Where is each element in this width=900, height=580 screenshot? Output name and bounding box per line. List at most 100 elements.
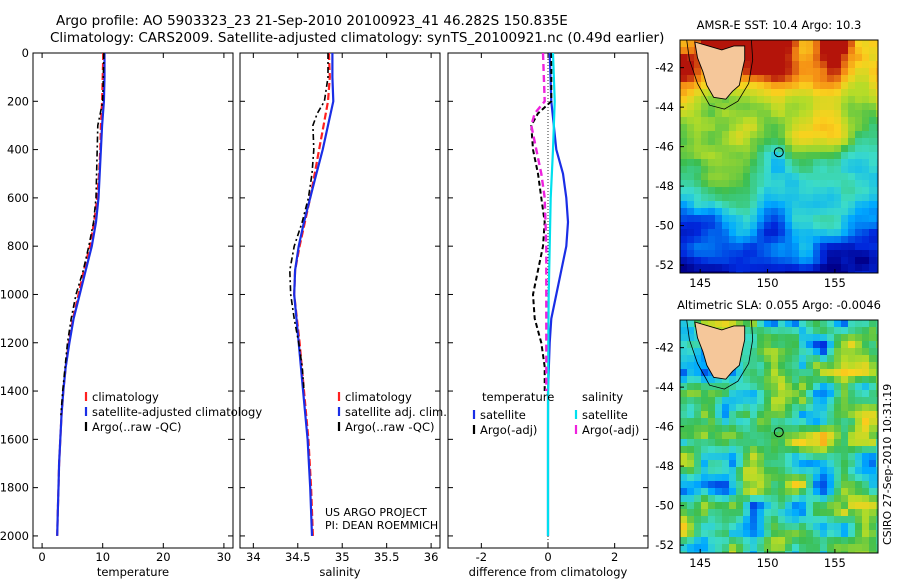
map-cell <box>750 138 758 146</box>
map-cell <box>694 495 702 503</box>
map-cell <box>876 446 879 454</box>
y-tick-label: 200 <box>7 94 29 108</box>
map-cell <box>750 502 758 510</box>
map-cell <box>799 334 807 342</box>
map-cell <box>806 495 814 503</box>
map-cell <box>869 61 877 69</box>
map-cell <box>715 432 723 440</box>
map-cell <box>869 159 877 167</box>
map-cell <box>820 124 828 132</box>
map-cell <box>862 355 870 363</box>
map-cell <box>848 404 856 412</box>
map-cell <box>771 138 779 146</box>
map-y-tick-label: -44 <box>655 380 674 394</box>
map-cell <box>813 376 821 384</box>
map-cell <box>799 446 807 454</box>
map-cell <box>862 369 870 377</box>
map-cell <box>680 82 688 90</box>
map-cell <box>729 467 737 475</box>
map-cell <box>764 348 772 356</box>
map-cell <box>834 411 842 419</box>
map-cell <box>680 418 688 426</box>
map-cell <box>750 180 758 188</box>
map-cell <box>715 180 723 188</box>
map-cell <box>799 215 807 223</box>
map-cell <box>722 138 730 146</box>
map-cell <box>743 418 751 426</box>
map-cell <box>820 544 828 552</box>
map-cell <box>729 229 737 237</box>
map-cell <box>792 145 800 153</box>
map-cell <box>736 194 744 202</box>
map-cell <box>729 131 737 139</box>
map-cell <box>729 404 737 412</box>
map-cell <box>701 446 709 454</box>
map-cell <box>729 509 737 517</box>
map-cell <box>694 404 702 412</box>
map-cell <box>862 222 870 230</box>
map-cell <box>841 47 849 55</box>
map-cell <box>820 362 828 370</box>
map-cell <box>715 460 723 468</box>
map-cell <box>708 474 716 482</box>
map-cell <box>701 320 709 328</box>
map-cell <box>757 334 765 342</box>
map-cell <box>848 131 856 139</box>
map-cell <box>722 502 730 510</box>
map-cell <box>771 145 779 153</box>
map-cell <box>799 467 807 475</box>
map-cell <box>708 152 716 160</box>
map-cell <box>771 432 779 440</box>
series-line <box>530 52 548 391</box>
series-line <box>546 52 556 536</box>
map-cell <box>820 103 828 111</box>
map-cell <box>715 453 723 461</box>
map-cell <box>708 509 716 517</box>
map-cell <box>862 327 870 335</box>
map-cell <box>792 425 800 433</box>
map-cell <box>764 425 772 433</box>
map-cell <box>855 446 863 454</box>
map-cell <box>680 376 688 384</box>
map-cell <box>729 474 737 482</box>
map-cell <box>680 530 688 538</box>
map-cell <box>764 376 772 384</box>
map-cell <box>876 138 879 146</box>
map-cell <box>715 229 723 237</box>
map-cell <box>785 544 793 552</box>
map-cell <box>869 152 877 160</box>
map-cell <box>701 208 709 216</box>
map-cell <box>820 264 828 272</box>
map-cell <box>876 369 879 377</box>
map-cell <box>799 173 807 181</box>
map-cell <box>841 432 849 440</box>
map-cell <box>813 103 821 111</box>
map-cell <box>813 418 821 426</box>
map-cell <box>848 187 856 195</box>
map-cell <box>785 348 793 356</box>
map-cell <box>715 320 723 328</box>
map-cell <box>834 82 842 90</box>
map-cell <box>834 208 842 216</box>
map-cell <box>827 208 835 216</box>
map-cell <box>785 474 793 482</box>
map-cell <box>834 516 842 524</box>
map-cell <box>743 250 751 258</box>
tasmania-land <box>694 41 746 100</box>
map-cell <box>848 453 856 461</box>
map-cell <box>841 96 849 104</box>
map-cell <box>701 215 709 223</box>
map-cell <box>855 411 863 419</box>
map-cell <box>813 327 821 335</box>
map-cell <box>736 467 744 475</box>
map-cell <box>736 82 744 90</box>
map-cell <box>841 40 849 48</box>
map-cell <box>792 404 800 412</box>
map-cell <box>694 180 702 188</box>
map-cell <box>827 523 835 531</box>
map-cell <box>743 383 751 391</box>
figure-title-line2: Climatology: CARS2009. Satellite-adjuste… <box>50 30 665 46</box>
map-cell <box>708 187 716 195</box>
map-cell <box>771 397 779 405</box>
map-cell <box>841 138 849 146</box>
